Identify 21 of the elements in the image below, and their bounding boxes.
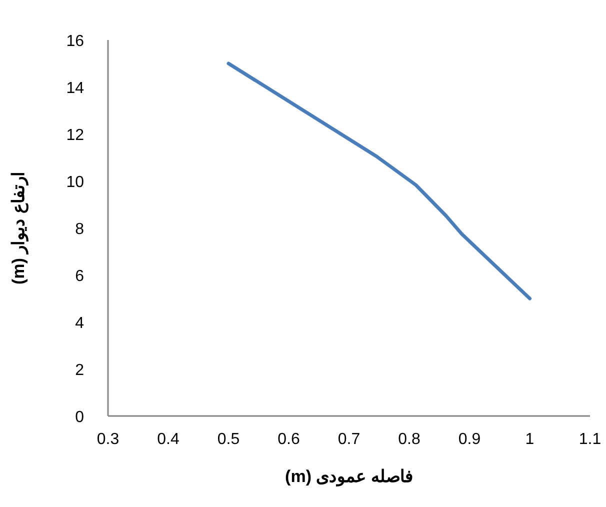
line-series [226, 62, 532, 300]
x-tick-label: 0.5 [217, 431, 240, 448]
x-tick-label: 0.3 [96, 431, 120, 448]
x-tick-label: 0.7 [338, 431, 360, 448]
y-tick-label: 6 [75, 268, 84, 285]
x-tick-label: 0.4 [157, 431, 180, 448]
x-axis-title: فاصله عمودی (m) [285, 467, 413, 487]
y-tick-label: 8 [75, 221, 84, 238]
y-tick-label: 0 [75, 409, 84, 426]
y-tick-label: 10 [66, 174, 84, 191]
x-tick-label: 0.6 [278, 431, 300, 448]
y-tick-label: 12 [66, 127, 84, 144]
x-tick-label: 0.9 [458, 431, 481, 448]
x-tick-label: 0.8 [398, 431, 420, 448]
x-tick-label: 1 [525, 431, 534, 448]
y-tick-label: 14 [66, 80, 84, 97]
y-tick-label: 16 [66, 33, 84, 50]
y-tick-label: 4 [75, 315, 84, 332]
x-tick-label: 1.1 [578, 431, 602, 448]
y-axis-title: ارتفاع دیوار (m) [9, 172, 29, 284]
y-tick-label: 2 [75, 362, 84, 379]
